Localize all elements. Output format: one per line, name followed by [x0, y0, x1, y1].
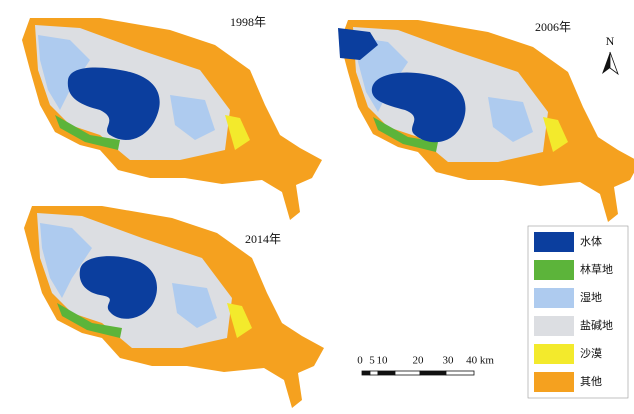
- north-arrow: N: [602, 34, 619, 76]
- legend-label: 盐碱地: [580, 319, 613, 332]
- panel-2006: 2006年 N: [338, 20, 634, 222]
- scale-label: 0: [357, 355, 363, 367]
- legend-swatch: [534, 316, 574, 336]
- scale-label: 40 km: [466, 355, 494, 367]
- scale-segment: [419, 370, 447, 376]
- legend-swatch: [534, 260, 574, 280]
- legend-label: 沙漠: [580, 347, 602, 360]
- scale-segment: [377, 370, 396, 376]
- legend-label: 其他: [580, 375, 602, 388]
- scale-label: 30: [443, 355, 455, 367]
- panel-1998: 1998年: [22, 15, 322, 220]
- legend-label: 湿地: [580, 291, 602, 304]
- legend-swatch: [534, 232, 574, 252]
- lake: [67, 67, 160, 140]
- panel-label: 1998年: [230, 15, 266, 29]
- lake: [371, 72, 466, 143]
- scale-segment: [369, 370, 379, 376]
- scale-label: 10: [377, 355, 389, 367]
- lake: [338, 28, 378, 60]
- scale-segment: [361, 370, 371, 376]
- legend-swatch: [534, 288, 574, 308]
- panel-2014: 2014年: [24, 206, 324, 408]
- north-label: N: [606, 34, 615, 48]
- legend-label: 水体: [580, 234, 602, 248]
- scale-segment: [394, 370, 421, 376]
- panel-label: 2014年: [245, 232, 281, 246]
- legend-swatch: [534, 372, 574, 392]
- legend-swatch: [534, 344, 574, 364]
- legend-label: 林草地: [580, 262, 613, 276]
- scale-label: 5: [369, 355, 375, 367]
- panel-label: 2006年: [535, 20, 571, 34]
- scale-label: 20: [413, 355, 425, 367]
- scale-bar: 0 5 10 20 30 40 km: [357, 355, 494, 376]
- scale-segment: [445, 370, 475, 376]
- lake: [79, 256, 157, 319]
